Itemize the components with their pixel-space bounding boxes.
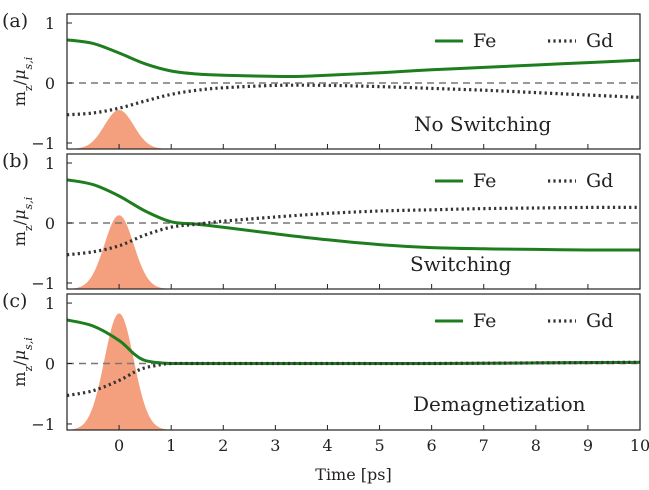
legend-label-fe: Fe (473, 30, 496, 52)
legend-label-gd: Gd (586, 170, 613, 192)
y-axis-label: mz/μs,i (10, 57, 35, 106)
x-axis-label: Time [ps] (315, 465, 391, 484)
legend-label-gd: Gd (586, 310, 613, 332)
legend-label-fe: Fe (473, 170, 496, 192)
plot-area (67, 178, 640, 289)
x-tick-label: 5 (374, 436, 384, 455)
axes-frame (66, 293, 641, 431)
series-line-fe (67, 318, 640, 366)
y-tick-label: 0 (45, 74, 55, 93)
legend-label-gd: Gd (586, 30, 613, 52)
x-tick-label: 0 (114, 436, 124, 455)
series-line-gd (67, 83, 640, 117)
panel-annotation: No Switching (414, 112, 552, 136)
series-line-gd (67, 360, 640, 398)
laser-pulse (72, 110, 166, 149)
panel-1: −1 0 1 (a) mz/μs,i Fe Gd No Switching (2, 10, 641, 153)
panel-label: (c) (2, 290, 27, 312)
axes-frame (66, 153, 641, 290)
x-tick-label: 4 (322, 436, 332, 455)
panel-2: −1 0 1 (b) mz/μs,i Fe Gd Switching (2, 150, 641, 293)
plot-area (67, 38, 640, 149)
series-line-gd (67, 205, 640, 257)
series-line-fe (67, 178, 640, 252)
y-axis-label: mz/μs,i (10, 337, 35, 386)
x-tick-label: 9 (583, 436, 593, 455)
y-tick-label: 0 (45, 355, 55, 374)
legend-label-fe: Fe (473, 310, 496, 332)
x-tick-label: 2 (218, 436, 228, 455)
y-axis-label: mz/μs,i (10, 197, 35, 246)
y-tick-label: −1 (31, 134, 55, 153)
axes-frame (66, 13, 641, 150)
y-tick-label: 1 (45, 154, 55, 173)
x-tick-label: 1 (166, 436, 176, 455)
panel-annotation: Switching (410, 252, 512, 276)
y-tick-label: −1 (31, 415, 55, 434)
y-tick-label: 1 (45, 14, 55, 33)
y-tick-label: −1 (31, 274, 55, 293)
y-tick-label: 1 (45, 294, 55, 313)
x-tick-label: 7 (479, 436, 489, 455)
series-line-fe (67, 38, 640, 79)
panel-label: (a) (2, 10, 28, 32)
plot-area (67, 313, 640, 430)
x-tick-label: 10 (630, 436, 649, 455)
y-tick-label: 0 (45, 214, 55, 233)
laser-pulse (72, 215, 166, 289)
x-tick-label: 8 (531, 436, 541, 455)
x-tick-label: 3 (270, 436, 280, 455)
x-tick-label: 6 (427, 436, 437, 455)
panel-annotation: Demagnetization (413, 392, 586, 416)
laser-pulse (72, 313, 166, 430)
panel-label: (b) (2, 150, 29, 172)
